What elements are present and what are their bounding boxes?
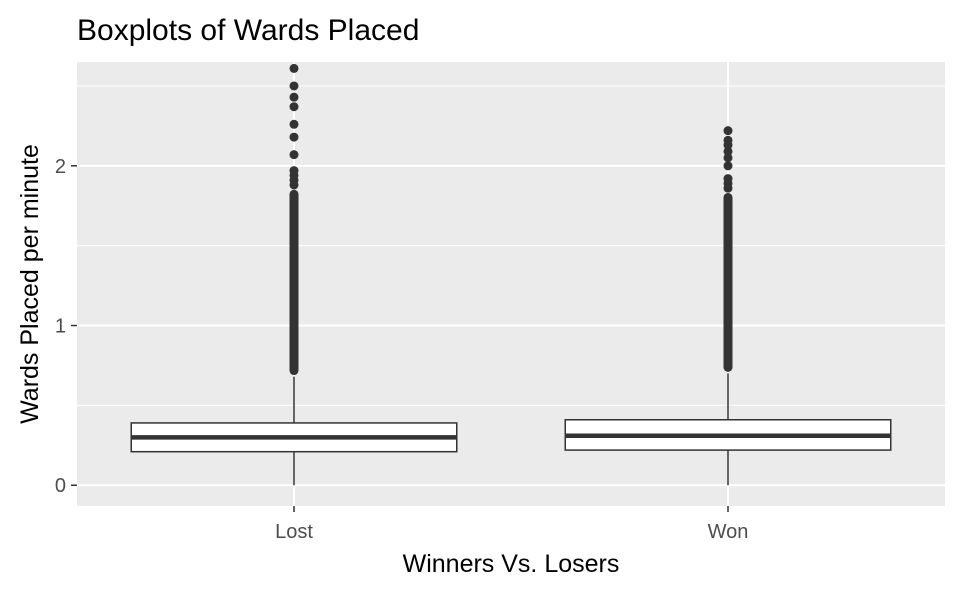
outlier-cluster xyxy=(289,189,299,376)
x-tick-label: Won xyxy=(708,521,749,543)
outlier-point xyxy=(723,174,733,184)
y-tick-label: 0 xyxy=(55,475,66,497)
y-tick-label: 2 xyxy=(55,156,66,178)
x-axis-title: Winners Vs. Losers xyxy=(403,550,620,578)
outlier-point xyxy=(289,102,299,112)
boxplots xyxy=(130,63,892,486)
chart-title: Boxplots of Wards Placed xyxy=(77,14,419,47)
y-tick-label: 1 xyxy=(55,316,66,338)
outlier-point xyxy=(723,153,733,163)
outlier-point xyxy=(289,150,299,160)
outlier-point xyxy=(289,132,299,142)
boxplot-won xyxy=(564,126,892,486)
outlier-point xyxy=(723,161,733,171)
y-axis-title: Wards Placed per minute xyxy=(16,144,44,424)
y-axis: 0 1 2 xyxy=(55,156,77,497)
x-tick-label: Lost xyxy=(275,521,313,543)
outlier-point xyxy=(723,146,733,156)
outlier-point xyxy=(289,166,299,176)
outlier-cluster xyxy=(723,192,733,372)
outlier-point xyxy=(289,63,299,73)
outlier-point xyxy=(723,135,733,145)
outlier-point xyxy=(723,126,733,136)
outlier-point xyxy=(289,92,299,102)
outlier-point xyxy=(289,119,299,129)
x-axis: Lost Won xyxy=(275,506,748,543)
boxplot-lost xyxy=(130,63,458,486)
outlier-point xyxy=(289,81,299,91)
